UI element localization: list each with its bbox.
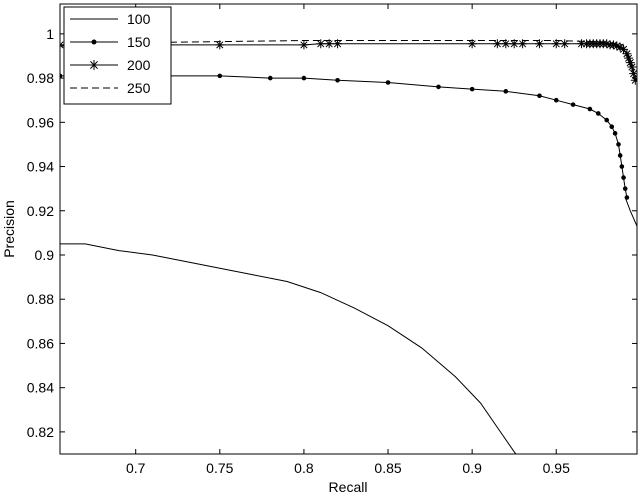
legend-label-100: 100 (127, 11, 151, 27)
series-point (570, 102, 576, 107)
legend: 100 150 200 250 (63, 6, 172, 105)
series-point (576, 39, 586, 49)
series-point (385, 80, 391, 85)
y-tick-label: 0.9 (35, 247, 55, 263)
series-point (604, 117, 610, 123)
series-point (492, 39, 502, 49)
series-point (621, 175, 626, 180)
series-point (612, 41, 622, 51)
x-tick-label: 0.9 (462, 460, 482, 476)
series-point (551, 39, 561, 49)
series-point (627, 62, 637, 72)
series-point (316, 39, 326, 49)
y-tick-label: 0.88 (27, 291, 54, 307)
legend-label-250: 250 (127, 80, 151, 96)
series-point (335, 77, 340, 83)
series-point (616, 142, 621, 147)
series-point (630, 75, 637, 85)
series-point (537, 93, 542, 99)
legend-marker (89, 60, 99, 70)
y-axis-title: Precision (1, 200, 17, 258)
y-tick-label: 0.82 (27, 424, 54, 440)
series-point (587, 106, 593, 112)
series-point (469, 86, 475, 92)
series-point (602, 39, 612, 49)
x-tick-label: 0.8 (294, 460, 314, 476)
series-point (560, 39, 570, 49)
axes-frame (59, 3, 638, 455)
legend-label-150: 150 (127, 34, 151, 50)
series-point (596, 111, 601, 116)
series-point (615, 42, 625, 52)
series-point (534, 39, 544, 49)
series-point (619, 44, 629, 54)
series-point (301, 75, 307, 81)
series-layer (60, 39, 637, 454)
x-tick-label: 0.7 (126, 460, 146, 476)
tick-layer: 0.7 0.75 0.8 0.85 0.9 0.95 0.82 0.84 0.86 0.88 0.9… (27, 4, 637, 476)
series-line-tail (624, 197, 637, 227)
series-point (215, 40, 225, 50)
series-point (612, 131, 618, 136)
series-point (622, 186, 628, 191)
legend-box (63, 6, 172, 105)
x-tick-label: 0.95 (543, 460, 570, 476)
series-point (267, 75, 273, 81)
series-point (518, 39, 528, 49)
series-point (608, 40, 618, 50)
series-point (60, 73, 63, 79)
series-line-100 (60, 243, 517, 454)
series-point (609, 124, 615, 130)
series-point (503, 89, 509, 94)
legend-marker (91, 39, 97, 45)
series-point (299, 40, 309, 50)
y-tick-label: 0.92 (27, 203, 54, 219)
series-point (625, 58, 635, 68)
series-point (624, 53, 634, 63)
series-point (501, 39, 511, 49)
y-tick-label: 0.94 (27, 159, 54, 175)
series-group (60, 39, 637, 454)
series-point (509, 39, 519, 49)
series-point (622, 49, 632, 59)
x-tick-label: 0.85 (374, 460, 401, 476)
y-tick-label: 0.98 (27, 70, 54, 86)
legend-label-200: 200 (127, 57, 151, 73)
y-tick-label: 0.84 (27, 380, 54, 396)
series-point (467, 39, 477, 49)
series-point (619, 164, 625, 169)
x-tick-label: 0.75 (206, 460, 233, 476)
series-point (617, 153, 623, 158)
series-point (333, 39, 343, 49)
y-tick-label: 0.96 (27, 114, 54, 130)
series-point (436, 84, 441, 90)
x-axis-title: Recall (329, 479, 368, 495)
series-point (629, 69, 637, 79)
series-point (324, 39, 334, 49)
y-tick-label: 0.86 (27, 335, 54, 351)
series-point (217, 73, 223, 79)
y-tick-label: 1 (46, 26, 54, 42)
series-point (553, 97, 559, 103)
series-line-250 (60, 40, 624, 47)
